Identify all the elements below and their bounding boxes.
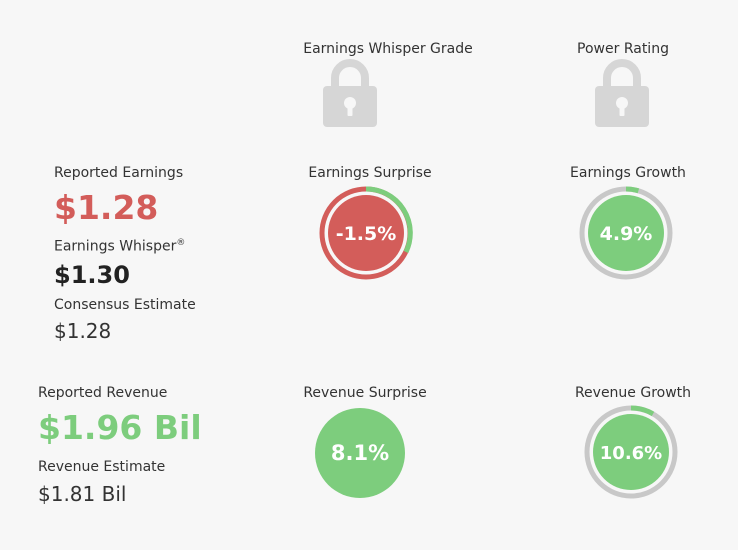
consensus-estimate-value: $1.28 [54,319,112,343]
earnings-whisper-label: Earnings Whisper® [54,238,186,255]
reported-revenue-value: $1.96 Bil [38,408,202,447]
earnings-growth-gauge: 4.9% [579,186,673,280]
lock-icon [323,59,377,127]
revenue-estimate-value: $1.81 Bil [38,482,127,506]
earnings-growth-label: Earnings Growth [570,165,686,181]
earnings-surprise-value: -1.5% [336,223,397,245]
revenue-surprise-label: Revenue Surprise [303,385,427,401]
revenue-estimate-label: Revenue Estimate [38,459,166,475]
revenue-surprise-value: 8.1% [331,441,389,465]
power-rating-label: Power Rating [577,41,669,57]
revenue-growth-value: 10.6% [600,443,662,464]
revenue-growth-gauge: 10.6% [584,405,678,499]
reported-earnings-value: $1.28 [54,188,159,227]
earnings-growth-value: 4.9% [600,223,653,245]
earnings-whisper-value: $1.30 [54,261,130,289]
reported-earnings-label: Reported Earnings [54,165,184,181]
lock-icon [595,59,649,127]
revenue-growth-label: Revenue Growth [574,385,692,401]
consensus-estimate-label: Consensus Estimate [54,297,196,313]
whisper-grade-label: Earnings Whisper Grade [303,41,473,57]
earnings-surprise-gauge: -1.5% [319,186,413,280]
revenue-surprise-gauge: 8.1% [315,408,405,498]
earnings-surprise-label: Earnings Surprise [308,165,432,181]
reported-revenue-label: Reported Revenue [38,385,168,401]
